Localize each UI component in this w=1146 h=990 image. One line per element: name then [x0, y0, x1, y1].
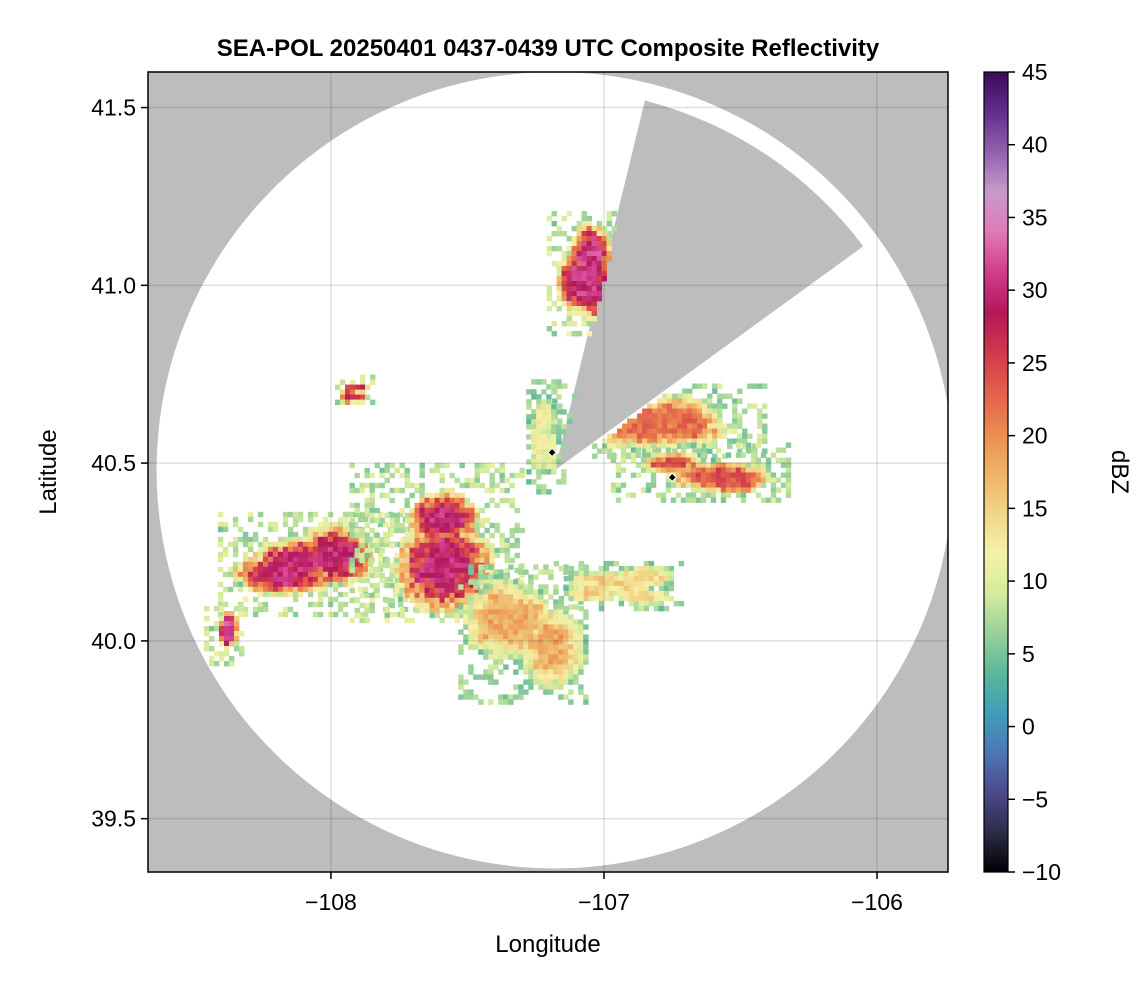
x-tick-label: −106	[851, 889, 903, 915]
colorbar-tick-label: 40	[1022, 132, 1048, 158]
grid	[148, 72, 948, 872]
colorbar-tick-label: 5	[1022, 641, 1035, 667]
colorbar-tick-label: 20	[1022, 423, 1048, 449]
y-tick-label: 40.0	[91, 628, 136, 654]
colorbar-tick-label: −5	[1022, 786, 1048, 812]
echo-region-4	[217, 511, 419, 618]
x-tick-label: −107	[578, 889, 630, 915]
colorbar-tick-label: 30	[1022, 277, 1048, 303]
colorbar-tick-label: −10	[1022, 859, 1061, 885]
blocked-sector	[554, 100, 864, 471]
y-tick-label: 41.0	[91, 272, 136, 298]
colorbar-tick-label: 45	[1022, 59, 1048, 85]
echo-region-8	[204, 606, 245, 667]
site-marker-0	[547, 447, 557, 458]
colorbar-tick-label: 10	[1022, 568, 1048, 594]
chart-title: SEA-POL 20250401 0437-0439 UTC Composite…	[217, 35, 880, 62]
colorbar-ramp	[984, 72, 1008, 872]
x-axis-label: Longitude	[495, 931, 600, 958]
colorbar: −10 −5 0 5 10 15 20 25 30 35 40 45	[983, 59, 1061, 885]
colorbar-tick-label: 35	[1022, 204, 1048, 230]
x-tick-label: −108	[305, 889, 357, 915]
y-axis: 39.5 40.0 40.5 41.0 41.5	[91, 95, 148, 832]
echo-region-0	[546, 211, 617, 337]
y-tick-label: 39.5	[91, 806, 136, 832]
echo-region-9	[335, 374, 376, 405]
y-tick-label: 41.5	[91, 95, 136, 121]
y-tick-label: 40.5	[91, 450, 136, 476]
plot-area	[148, 72, 948, 872]
colorbar-tick-label: 0	[1022, 714, 1035, 740]
site-marker-1	[667, 472, 677, 483]
x-axis: −108 −107 −106	[305, 872, 903, 915]
echo-region-6	[458, 564, 589, 705]
colorbar-label: dBZ	[1106, 450, 1133, 494]
y-axis-label: Latitude	[35, 429, 62, 514]
plot-frame	[147, 71, 949, 873]
echo-region-2	[610, 442, 792, 503]
colorbar-frame	[983, 71, 1009, 873]
colorbar-tick-label: 25	[1022, 350, 1048, 376]
colorbar-tick-label: 15	[1022, 495, 1048, 521]
echo-region-7	[553, 560, 685, 612]
echo-region-1	[552, 383, 768, 459]
